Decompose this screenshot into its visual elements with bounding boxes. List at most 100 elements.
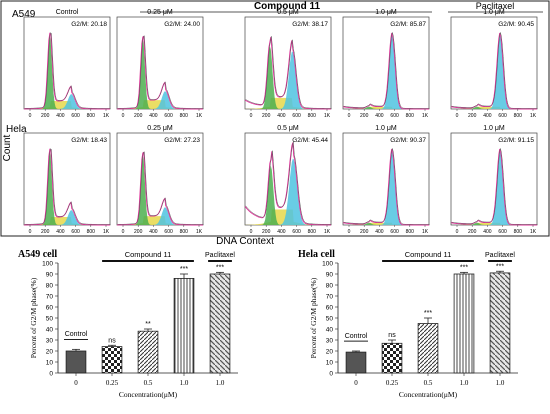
significance-label: *** [496,263,504,270]
x-tick-label: 200 [360,229,369,235]
y-tick-label: 90 [46,272,54,279]
bar [489,272,511,374]
raw-histogram [245,141,332,225]
x-tick-label: 800 [308,229,317,235]
raw-histogram [245,36,332,109]
y-tick-label: 80 [326,283,334,290]
bar [173,277,195,374]
g2m-percentage: G2/M: 91.15 [498,137,534,144]
y-tick-label: 0 [49,371,53,378]
x-tick-label: 400 [483,229,492,235]
g2m-phase-area [24,210,110,225]
significance-label: *** [216,264,224,271]
g2m-percentage: G2/M: 27.23 [164,137,200,144]
x-tick-label: 800 [406,229,415,235]
fit-curve [244,142,332,226]
x-tick-label: 1K [530,229,537,235]
x-tick-label: 800 [514,229,523,235]
fit-curve [23,32,110,110]
x-tick-label: 0 [250,229,253,235]
g1-phase-area [245,46,331,109]
raw-histogram [24,32,111,109]
bar [453,273,475,374]
histogram-panel: 0.25 μM G2/M: 27.23 0 200 400 600 800 1K [116,125,204,235]
control-group-label: Control [345,333,368,340]
y-axis-label: Percent of G2/M phase(%) [309,277,318,358]
x-tick-label: 200 [468,113,477,119]
x-tick-label: 1K [196,229,203,235]
fit-curve [23,148,110,226]
x-tick-label: 600 [164,113,173,119]
x-tick-label: 0 [250,113,253,119]
bar [381,342,403,374]
g2m-percentage: G2/M: 85.87 [390,21,426,28]
x-tick-label: 200 [262,229,271,235]
significance-label: ns [108,337,116,344]
histogram-panel: 0.5 μM G2/M: 38.17 0 200 400 600 800 1K [244,9,332,119]
top-frame [0,0,550,237]
y-tick-label: 40 [326,327,334,334]
histogram-panel: 1.0 μM G2/M: 90.45 0 200 400 600 800 1K [450,9,538,119]
x-tick-label: 600 [498,229,507,235]
x-tick-label: 0 [348,113,351,119]
raw-histogram [343,148,430,225]
panel-title: 1.0 μM [483,9,505,16]
histogram-panel: G2/M: 18.43 0 200 400 600 800 1K [23,132,111,235]
x-tick-label: 400 [277,113,286,119]
x-tick-label: 1K [103,113,110,119]
g2m-phase-area [117,207,203,225]
x-tick-label: 400 [56,229,65,235]
chart-hela: Hela cell 0 10 20 30 40 50 60 70 80 90 100 Percent o… [298,249,518,399]
x-tick-label: 0 [456,229,459,235]
significance-label: *** [424,310,432,317]
x-tick-label: 400 [149,113,158,119]
y-tick-label: 30 [326,338,334,345]
g2m-percentage: G2/M: 90.37 [390,137,426,144]
bar [65,350,87,374]
x-tick-label: 200 [468,229,477,235]
g2m-percentage: G2/M: 24.00 [164,21,200,28]
x-tick-label: 400 [56,113,65,119]
x-tick-label: 1K [530,113,537,119]
x-tick-label: 0 [74,379,78,387]
x-tick-label: 1K [196,113,203,119]
x-tick-label: 0 [29,229,32,235]
fit-curve [116,35,203,110]
raw-histogram [117,35,204,109]
x-tick-label: 800 [87,229,96,235]
panel-title: 0.5 μM [277,9,299,16]
g2m-percentage: G2/M: 20.18 [71,21,107,28]
x-tick-label: 200 [41,229,50,235]
y-axis-label: Percent of G2/M phase(%) [29,277,38,358]
x-tick-label: 1.0 [496,379,505,387]
row-label-hela: Hela [6,124,27,135]
x-tick-label: 800 [514,113,523,119]
top-x-axis-label: DNA Context [216,236,274,247]
g2m-percentage: G2/M: 90.45 [498,21,534,28]
significance-label: ** [145,321,151,328]
significance-label: *** [180,266,188,273]
y-tick-label: 30 [46,338,54,345]
x-tick-label: 1.0 [216,379,225,387]
x-tick-label: 0 [29,113,32,119]
x-tick-label: 400 [375,113,384,119]
x-tick-label: 0 [122,229,125,235]
x-tick-label: 0.25 [386,379,399,387]
x-tick-label: 200 [134,113,143,119]
fit-curve [342,148,429,226]
panel-title: 0.25 μM [147,9,173,16]
paclitaxel-group-label: Paclitaxel [205,252,235,259]
y-tick-label: 100 [322,261,333,268]
bar [209,273,231,374]
g2m-phase-area [245,158,331,225]
raw-histogram [451,148,538,225]
y-tick-label: 10 [46,360,54,367]
x-tick-label: 400 [375,229,384,235]
g2m-phase-area [245,51,331,109]
x-tick-label: 600 [292,113,301,119]
raw-histogram [451,32,538,109]
y-tick-label: 10 [326,360,334,367]
x-tick-label: 600 [71,113,80,119]
x-tick-label: 400 [483,113,492,119]
x-tick-label: 1K [422,113,429,119]
